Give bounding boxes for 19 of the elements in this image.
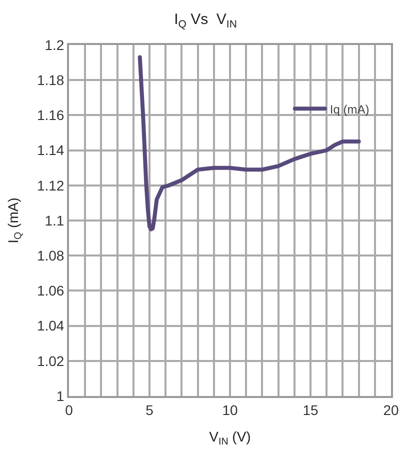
x-tick-label: 20 [383,402,399,418]
x-axis-title: V$_{IN}$ (V) [209,428,251,448]
y-tick-label: 1.18 [36,72,64,88]
chart-title: I$_{Q}$ Vs V$_{IN}$ [174,11,237,30]
y-tick-label: 1.1 [44,212,64,228]
y-tick-label: 1.08 [36,248,64,264]
legend-label: Iq (mA) [330,102,370,116]
x-tick-label: 5 [146,402,154,418]
x-tick-label: 0 [65,402,74,418]
x-tick-label: 10 [222,402,238,418]
y-tick-label: 1.16 [36,107,64,124]
y-tick-label: 1.12 [36,177,64,194]
y-tick-label: 1.14 [36,142,64,158]
x-tick-label: 15 [302,402,318,418]
y-tick-label: 1 [56,388,64,404]
y-tick-label: 1.02 [36,352,64,369]
y-tick-label: 1.2 [44,36,64,53]
y-tick-label: 1.06 [36,282,64,299]
y-tick-label: 1.04 [36,318,64,334]
